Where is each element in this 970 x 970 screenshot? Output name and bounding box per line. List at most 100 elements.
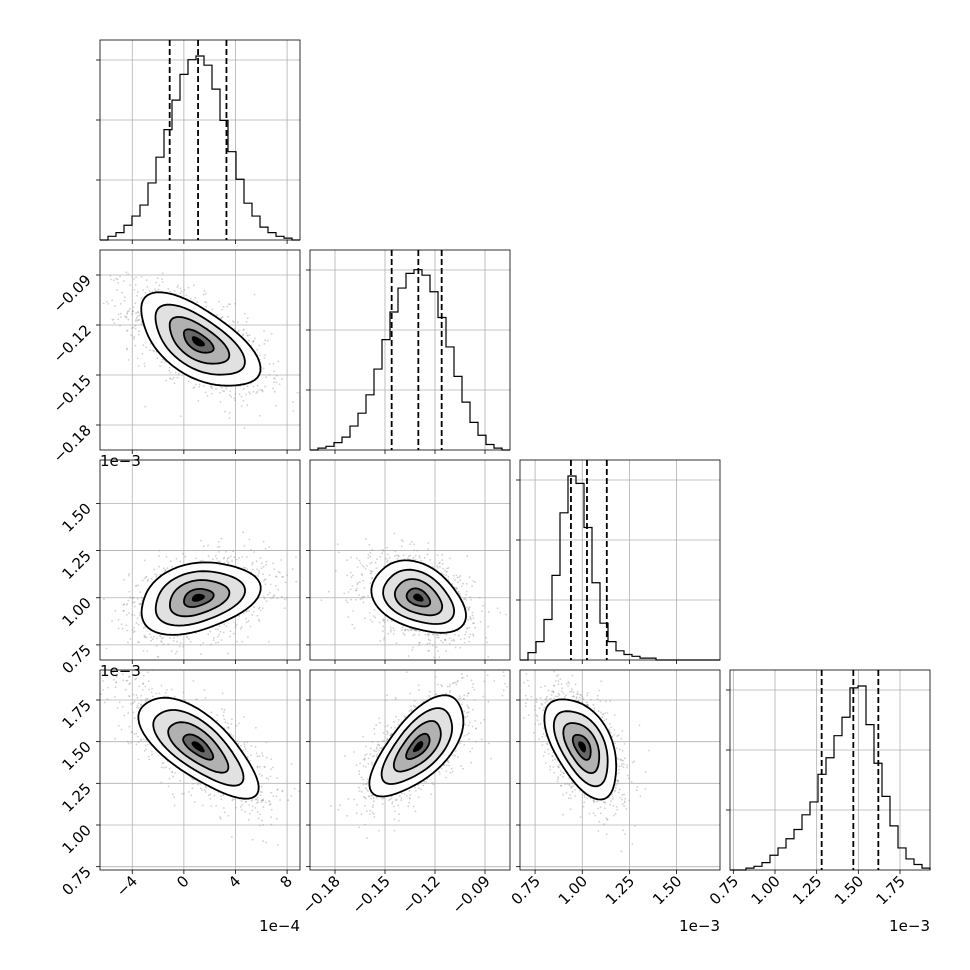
sample-point (452, 638, 455, 641)
sample-point (369, 555, 372, 558)
sample-point (464, 597, 466, 600)
sample-point (122, 679, 125, 682)
sample-point (125, 348, 128, 351)
sample-point (358, 559, 361, 562)
sample-point (351, 623, 354, 626)
sample-point (256, 614, 259, 617)
sample-point (168, 366, 171, 369)
sample-point (132, 631, 135, 634)
sample-point (291, 568, 294, 570)
sample-point (227, 722, 229, 724)
sample-point (418, 556, 421, 559)
sample-point (143, 365, 146, 368)
sample-point (139, 591, 142, 593)
sample-point (167, 643, 170, 646)
sample-point (161, 272, 164, 275)
sample-point (345, 599, 348, 602)
sample-point (218, 551, 221, 553)
sample-point (151, 750, 153, 753)
sample-point (136, 315, 139, 317)
sample-point (346, 601, 349, 604)
sample-point (258, 607, 260, 610)
sample-point (133, 630, 136, 632)
sample-point (257, 618, 260, 621)
sample-point (402, 540, 404, 543)
sample-point (412, 558, 414, 561)
sample-point (359, 562, 362, 564)
sample-point (254, 337, 256, 340)
sample-point (140, 603, 142, 606)
sample-point (272, 562, 274, 565)
sample-point (184, 699, 186, 702)
contour-line-2 (394, 578, 444, 617)
sample-point (420, 559, 423, 562)
sample-point (418, 630, 421, 633)
sample-point (209, 630, 212, 633)
sample-point (117, 618, 120, 621)
sample-point (465, 599, 468, 601)
sample-point (427, 638, 430, 641)
sample-point (243, 312, 246, 315)
sample-point (129, 638, 132, 640)
sample-point (268, 574, 271, 577)
sample-point (444, 639, 446, 642)
sample-point (256, 384, 259, 387)
sample-point (231, 560, 234, 563)
sample-point (418, 644, 420, 647)
sample-point (251, 568, 254, 571)
sample-point (131, 597, 134, 600)
sample-point (444, 638, 447, 641)
sample-point (126, 312, 128, 315)
sample-point (126, 330, 128, 332)
sample-point (418, 641, 421, 644)
contour-line-0 (140, 291, 262, 387)
sample-point (131, 613, 134, 616)
sample-point (117, 282, 120, 284)
sample-point (447, 575, 450, 578)
sample-point (402, 632, 405, 635)
sample-point (463, 641, 466, 644)
sample-point (229, 555, 232, 558)
scatter-panel-2-0 (100, 460, 300, 660)
sample-point (386, 546, 388, 549)
sample-point (134, 284, 137, 286)
contour-line-1 (382, 568, 456, 625)
sample-point (427, 634, 430, 637)
sample-point (144, 685, 147, 688)
sample-point (403, 633, 406, 636)
sample-point (369, 572, 372, 574)
sample-point (161, 358, 164, 361)
sample-point (122, 280, 125, 282)
sample-point (441, 559, 443, 561)
sample-point (368, 612, 371, 614)
sample-point (259, 609, 262, 612)
sample-point (194, 296, 197, 299)
sample-point (128, 307, 131, 310)
sample-point (216, 546, 219, 548)
sample-point (423, 556, 426, 559)
sample-point (468, 626, 471, 629)
sample-point (239, 627, 242, 630)
sample-point (253, 606, 256, 609)
sample-point (119, 303, 122, 305)
sample-point (232, 632, 235, 635)
sample-point (139, 614, 141, 617)
sample-point (140, 699, 143, 702)
sample-point (471, 585, 473, 588)
sample-point (233, 556, 236, 559)
sample-point (146, 650, 149, 652)
sample-point (203, 290, 206, 292)
sample-point (467, 608, 470, 611)
sample-point (234, 624, 237, 627)
sample-point (242, 333, 245, 336)
axes-frame (99, 249, 301, 451)
sample-point (133, 626, 136, 629)
sample-point (347, 616, 350, 618)
sample-point (285, 597, 288, 600)
sample-point (150, 636, 153, 639)
sample-point (258, 414, 261, 417)
sample-point (126, 740, 129, 743)
sample-point (221, 386, 223, 389)
sample-point (468, 636, 471, 638)
sample-point (138, 603, 141, 606)
